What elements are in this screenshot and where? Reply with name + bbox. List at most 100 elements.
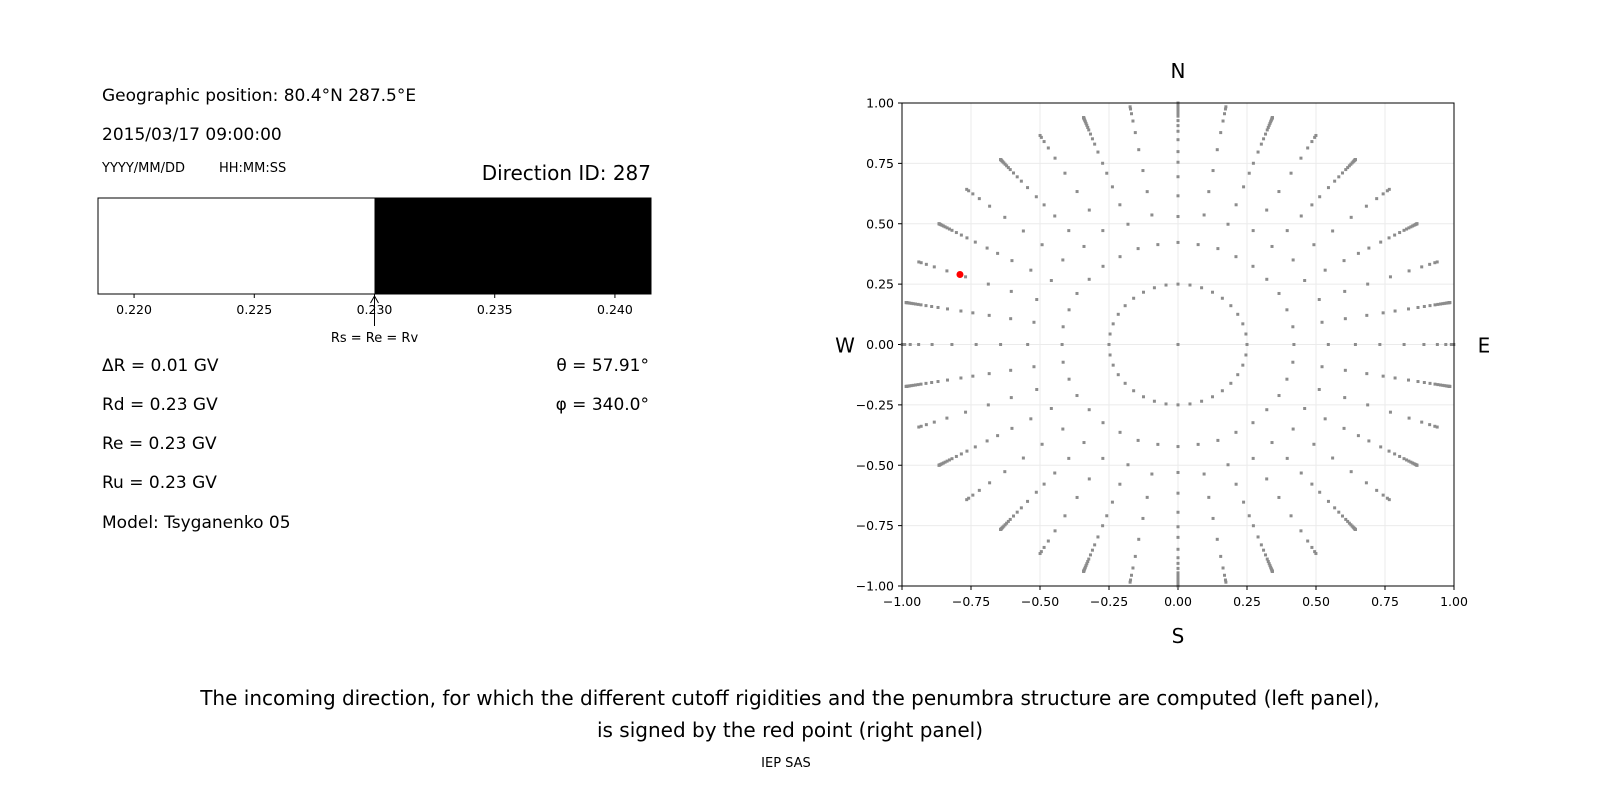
direction-point: [1063, 514, 1067, 518]
direction-point: [1053, 214, 1057, 218]
direction-point: [1402, 343, 1406, 346]
direction-point: [1415, 463, 1419, 467]
direction-point: [1176, 129, 1180, 133]
direction-point: [1256, 535, 1260, 539]
x-tick-label: 0.75: [1371, 594, 1399, 609]
direction-point: [1349, 215, 1353, 219]
direction-point: [1387, 449, 1391, 453]
direction-point: [1075, 394, 1079, 398]
direction-point: [1032, 320, 1036, 324]
direction-point: [1387, 187, 1391, 191]
direction-point: [1337, 510, 1341, 514]
direction-point: [1150, 472, 1154, 476]
direction-point: [1176, 150, 1180, 154]
direction-point: [1008, 517, 1012, 521]
direction-point: [1415, 222, 1419, 226]
direction-point: [1087, 277, 1091, 281]
y-tick-label: 0.50: [866, 216, 894, 231]
direction-point: [1342, 426, 1346, 430]
direction-point: [1131, 566, 1135, 570]
direction-point: [1407, 378, 1411, 382]
direction-point: [1053, 529, 1057, 533]
direction-point: [1061, 360, 1065, 364]
direction-point: [1433, 303, 1437, 307]
direction-point: [1053, 156, 1057, 160]
direction-point: [1128, 105, 1132, 109]
direction-point: [1075, 495, 1079, 499]
y-tick-label: 1.00: [866, 96, 894, 111]
direction-point: [1110, 500, 1114, 504]
y-tick-label: −0.75: [856, 518, 894, 533]
direction-point: [1433, 424, 1437, 428]
direction-point: [1291, 427, 1295, 431]
direction-point: [904, 384, 908, 388]
direction-point: [1398, 454, 1402, 458]
direction-point: [1164, 283, 1168, 287]
direction-point: [1420, 420, 1424, 424]
direction-point: [1090, 548, 1094, 552]
direction-point: [1416, 380, 1420, 384]
direction-point: [1365, 313, 1369, 317]
direction-point: [1364, 204, 1368, 208]
direction-point: [1216, 247, 1220, 251]
direction-point: [986, 403, 990, 407]
y-tick-label: −0.50: [856, 458, 894, 473]
direction-point: [1176, 109, 1180, 113]
direction-point: [1251, 229, 1255, 233]
direction-point: [1096, 150, 1100, 154]
direction-point: [1176, 114, 1180, 118]
direction-point: [1393, 309, 1397, 313]
direction-point: [1340, 171, 1344, 175]
direction-point: [1398, 231, 1402, 235]
direction-point: [1264, 132, 1268, 136]
direction-point: [1042, 482, 1046, 486]
direction-point: [1176, 160, 1180, 164]
direction-point: [1314, 552, 1318, 556]
direction-point: [1118, 430, 1122, 434]
direction-point: [965, 236, 969, 240]
delta-r: ΔR = 0.01 GV: [102, 356, 219, 376]
direction-point: [1409, 460, 1413, 464]
direction-point: [917, 260, 921, 264]
direction-point: [985, 439, 989, 443]
direction-point: [903, 343, 907, 346]
direction-point: [917, 425, 921, 429]
direction-point: [1085, 123, 1089, 127]
direction-point: [1176, 124, 1180, 128]
direction-point: [1241, 363, 1245, 367]
direction-point: [999, 527, 1003, 531]
direction-point: [1387, 236, 1391, 240]
direction-point: [1008, 168, 1012, 172]
direction-point: [1285, 377, 1289, 381]
direction-point: [1268, 564, 1272, 568]
direction-point: [1268, 121, 1272, 125]
direction-point: [954, 231, 958, 235]
direction-point: [1067, 308, 1071, 312]
direction-point: [1343, 317, 1347, 321]
direction-point: [1393, 452, 1397, 456]
direction-point: [911, 302, 915, 306]
direction-point: [1242, 500, 1246, 504]
direction-point: [971, 493, 975, 497]
direction-point: [1320, 320, 1324, 324]
direction-point: [1314, 133, 1318, 137]
direction-point: [1215, 148, 1219, 152]
direction-point: [1353, 527, 1357, 531]
direction-point: [1136, 247, 1140, 251]
direction-point: [1405, 458, 1409, 462]
direction-point: [1101, 524, 1105, 528]
direction-point: [1142, 290, 1145, 294]
direction-point: [1176, 566, 1180, 570]
direction-point: [1229, 381, 1233, 385]
direction-point: [1223, 578, 1227, 582]
direction-point: [967, 496, 971, 500]
direction-point: [1388, 410, 1392, 414]
direction-point: [1010, 426, 1014, 430]
direction-point: [1266, 560, 1270, 564]
direction-point: [1439, 383, 1443, 387]
direction-point: [1385, 189, 1389, 193]
x-tick-label: 0.25: [1233, 594, 1261, 609]
direction-point: [1093, 543, 1097, 547]
direction-point: [1087, 208, 1091, 212]
direction-point: [1176, 561, 1180, 565]
